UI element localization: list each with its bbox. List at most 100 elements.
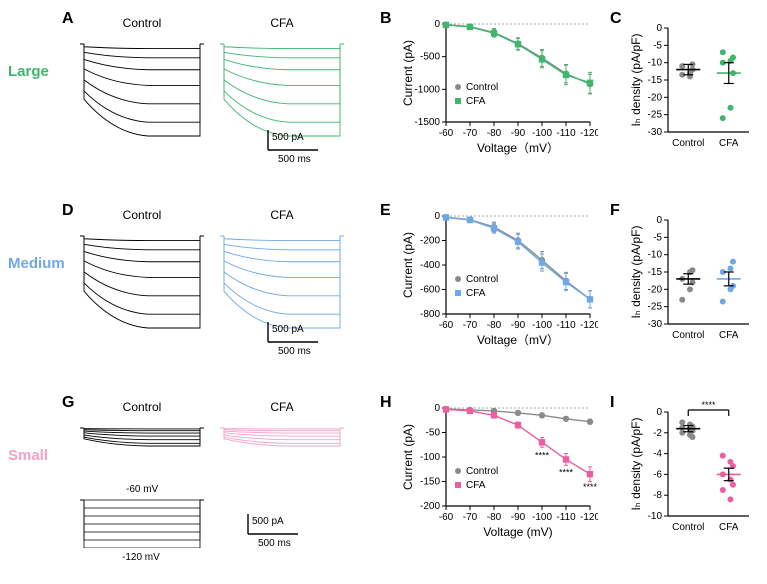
svg-text:-800: -800 xyxy=(420,309,440,320)
svg-text:-10: -10 xyxy=(648,58,663,69)
density-chart-large: 0-5-10-15-20-25-30ControlCFAIₕ density (… xyxy=(628,14,753,161)
traces-cfa: CFA xyxy=(218,402,346,522)
svg-text:-1500: -1500 xyxy=(414,117,440,128)
svg-text:Control: Control xyxy=(466,466,498,477)
svg-text:-2: -2 xyxy=(653,428,662,439)
svg-text:CFA: CFA xyxy=(466,480,486,491)
svg-text:Control: Control xyxy=(466,274,498,285)
svg-text:-600: -600 xyxy=(420,285,440,296)
svg-text:-70: -70 xyxy=(463,320,478,331)
trace-title-cfa: CFA xyxy=(218,16,346,30)
svg-text:500 pA: 500 pA xyxy=(272,324,304,335)
svg-text:-200: -200 xyxy=(420,236,440,247)
svg-text:Voltage (mV): Voltage (mV) xyxy=(483,525,552,539)
protocol-top-label: -60 mV xyxy=(126,484,158,495)
svg-text:500 ms: 500 ms xyxy=(258,538,291,549)
svg-text:Current (pA): Current (pA) xyxy=(401,40,415,106)
traces-control: Control xyxy=(78,210,206,330)
svg-text:-200: -200 xyxy=(420,501,440,512)
svg-text:-100: -100 xyxy=(532,128,552,139)
svg-text:CFA: CFA xyxy=(719,522,739,533)
svg-text:-30: -30 xyxy=(648,319,663,330)
scale-bar: 500 pA 500 ms xyxy=(248,128,338,173)
panel-letter: G xyxy=(62,394,74,412)
svg-text:-20: -20 xyxy=(648,92,663,103)
svg-text:Control: Control xyxy=(672,330,704,341)
panel-letter: D xyxy=(62,202,74,220)
svg-text:-100: -100 xyxy=(420,452,440,463)
svg-text:-30: -30 xyxy=(648,127,663,138)
svg-text:500 ms: 500 ms xyxy=(278,346,311,357)
svg-text:-1000: -1000 xyxy=(414,84,440,95)
row-label-large: Large xyxy=(8,63,49,80)
svg-text:-120: -120 xyxy=(580,128,598,139)
svg-text:-80: -80 xyxy=(487,512,502,523)
trace-title-cfa: CFA xyxy=(218,208,346,222)
svg-text:****: **** xyxy=(701,400,716,410)
trace-title-control: Control xyxy=(78,16,206,30)
svg-text:Iₕ density (pA/pF): Iₕ density (pA/pF) xyxy=(629,34,643,127)
svg-text:0: 0 xyxy=(656,23,662,34)
trace-title-cfa: CFA xyxy=(218,400,346,414)
svg-text:500 pA: 500 pA xyxy=(252,516,284,527)
svg-text:Iₕ density (pA/pF): Iₕ density (pA/pF) xyxy=(629,226,643,319)
panel-letter: F xyxy=(610,202,620,220)
svg-text:Current (pA): Current (pA) xyxy=(401,232,415,298)
iv-chart-small: 0-50-100-150-200-60-70-80-90-100-110-120… xyxy=(398,398,598,545)
svg-text:Voltage（mV）: Voltage（mV） xyxy=(477,333,559,347)
svg-text:CFA: CFA xyxy=(466,96,486,107)
svg-text:-150: -150 xyxy=(420,477,440,488)
svg-text:-100: -100 xyxy=(532,512,552,523)
svg-text:-15: -15 xyxy=(648,267,663,278)
svg-text:Current (pA): Current (pA) xyxy=(401,424,415,490)
svg-text:-60: -60 xyxy=(439,512,454,523)
svg-text:0: 0 xyxy=(656,215,662,226)
svg-text:-60: -60 xyxy=(439,320,454,331)
row-medium: MediumDEFControlCFA500 pA500 ms0-200-400… xyxy=(0,200,767,390)
svg-text:-500: -500 xyxy=(420,52,440,63)
panel-letter: H xyxy=(380,394,392,412)
svg-text:-400: -400 xyxy=(420,260,440,271)
svg-text:0: 0 xyxy=(656,407,662,418)
svg-text:-10: -10 xyxy=(648,511,663,522)
iv-chart-medium: 0-200-400-600-800-60-70-80-90-100-110-12… xyxy=(398,206,598,353)
svg-text:Control: Control xyxy=(672,522,704,533)
svg-text:500 pA: 500 pA xyxy=(272,132,304,143)
svg-text:CFA: CFA xyxy=(719,138,739,149)
svg-text:-5: -5 xyxy=(653,232,662,243)
panel-letter: E xyxy=(380,202,391,220)
svg-text:-25: -25 xyxy=(648,302,663,313)
scale-bar: 500 pA 500 ms xyxy=(228,512,318,557)
svg-text:-50: -50 xyxy=(426,428,441,439)
svg-text:-120: -120 xyxy=(580,320,598,331)
svg-text:500 ms: 500 ms xyxy=(278,154,311,165)
traces-cfa: CFA xyxy=(218,18,346,138)
svg-text:-8: -8 xyxy=(653,490,662,501)
svg-text:-100: -100 xyxy=(532,320,552,331)
density-chart-medium: 0 -5 -10 -15 -20 -25 -30 Control CFA Iₕ density (… xyxy=(628,206,753,353)
svg-text:****: **** xyxy=(559,467,574,477)
svg-text:0: 0 xyxy=(434,403,440,414)
svg-text:CFA: CFA xyxy=(719,330,739,341)
svg-text:0: 0 xyxy=(434,211,440,222)
row-small: SmallGHIControlCFA500 pA500 ms-60 mV-120… xyxy=(0,392,767,582)
traces-cfa: CFA xyxy=(218,210,346,330)
svg-text:-90: -90 xyxy=(511,320,526,331)
svg-text:Iₕ density (pA/pF): Iₕ density (pA/pF) xyxy=(629,418,643,511)
panel-letter: C xyxy=(610,10,622,28)
protocol-bottom-label: -120 mV xyxy=(122,552,160,563)
svg-text:-70: -70 xyxy=(463,512,478,523)
svg-text:-20: -20 xyxy=(648,284,663,295)
row-label-medium: Medium xyxy=(8,255,65,272)
svg-text:-4: -4 xyxy=(653,449,662,460)
svg-text:0: 0 xyxy=(434,19,440,30)
traces-control: Control xyxy=(78,18,206,138)
svg-text:Control: Control xyxy=(672,138,704,149)
trace-title-control: Control xyxy=(78,208,206,222)
svg-text:-10: -10 xyxy=(648,250,663,261)
svg-text:-110: -110 xyxy=(556,128,576,139)
svg-text:-110: -110 xyxy=(556,512,576,523)
svg-text:Voltage（mV）: Voltage（mV） xyxy=(477,141,559,155)
svg-text:-90: -90 xyxy=(511,128,526,139)
protocol xyxy=(78,488,206,553)
